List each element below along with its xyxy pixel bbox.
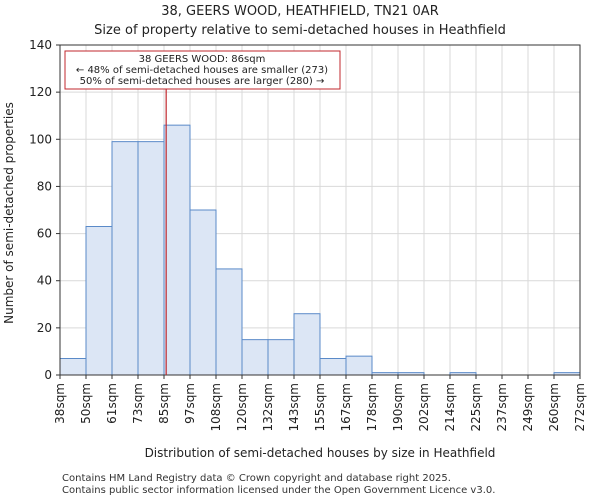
x-tick-label: 237sqm [495, 383, 509, 431]
x-tick-label: 108sqm [209, 383, 223, 431]
x-ticks: 38sqm 50sqm 61sqm 73sqm 85sqm 97sqm 108sqm 120s… [53, 375, 587, 431]
y-tick-label: 60 [37, 227, 52, 241]
histogram-bar [293, 313, 321, 376]
chart-subtitle: Size of property relative to semi-detach… [94, 23, 506, 38]
x-tick-label: 155sqm [313, 383, 327, 431]
chart-title: 38, GEERS WOOD, HEATHFIELD, TN21 0AR [161, 4, 439, 19]
annotation-line-1: 38 GEERS WOOD: 86sqm [139, 54, 266, 65]
histogram-bar [163, 124, 191, 376]
histogram-bar [345, 355, 373, 376]
x-tick-label: 97sqm [183, 383, 197, 424]
footer: Contains HM Land Registry data © Crown c… [62, 473, 495, 497]
y-tick-label: 80 [37, 179, 52, 193]
histogram-bar [189, 209, 217, 376]
x-tick-label: 50sqm [79, 383, 93, 424]
y-tick-label: 40 [37, 274, 52, 288]
x-tick-label: 225sqm [469, 383, 483, 431]
bars-layer [59, 124, 581, 376]
x-tick-label: 249sqm [521, 383, 535, 431]
x-tick-label: 178sqm [365, 383, 379, 431]
x-tick-label: 38sqm [53, 383, 67, 424]
x-axis-title: Distribution of semi-detached houses by … [145, 446, 496, 460]
footer-line-2: Contains public sector information licen… [62, 485, 496, 496]
y-tick-label: 120 [29, 85, 52, 99]
histogram-bar [85, 226, 113, 376]
x-tick-label: 132sqm [261, 383, 275, 431]
histogram-bar [215, 268, 243, 376]
x-tick-label: 190sqm [391, 383, 405, 431]
y-tick-label: 0 [44, 368, 52, 382]
histogram-bar [319, 358, 347, 376]
annotation-line-2: ← 48% of semi-detached houses are smalle… [76, 65, 328, 76]
chart-title-block: 38, GEERS WOOD, HEATHFIELD, TN21 0AR Siz… [0, 2, 600, 40]
annotation-box [64, 50, 341, 90]
x-tick-label: 61sqm [105, 383, 119, 424]
x-tick-label: 214sqm [443, 383, 457, 431]
footer-line-1: Contains HM Land Registry data © Crown c… [62, 473, 451, 484]
annotation-layer: 38 GEERS WOOD: 86sqm ← 48% of semi-detac… [64, 50, 341, 90]
histogram-bar [137, 141, 165, 376]
x-tick-label: 120sqm [235, 383, 249, 431]
x-tick-label: 260sqm [547, 383, 561, 431]
x-tick-label: 73sqm [131, 383, 145, 424]
y-tick-label: 20 [37, 321, 52, 335]
y-ticks: 0 20 40 60 80 100 120 140 [29, 38, 60, 382]
y-tick-label: 100 [29, 132, 52, 146]
histogram-bar [241, 339, 269, 376]
y-tick-label: 140 [29, 38, 52, 52]
annotation-line-3: 50% of semi-detached houses are larger (… [80, 76, 325, 87]
histogram-bar [267, 339, 295, 376]
x-tick-label: 202sqm [417, 383, 431, 431]
x-tick-label: 143sqm [287, 383, 301, 431]
x-tick-label: 272sqm [573, 383, 587, 431]
x-tick-label: 167sqm [339, 383, 353, 431]
y-axis-title: Number of semi-detached properties [2, 102, 16, 324]
histogram-bar [111, 141, 139, 376]
x-tick-label: 85sqm [157, 383, 171, 424]
histogram-bar [59, 358, 87, 376]
